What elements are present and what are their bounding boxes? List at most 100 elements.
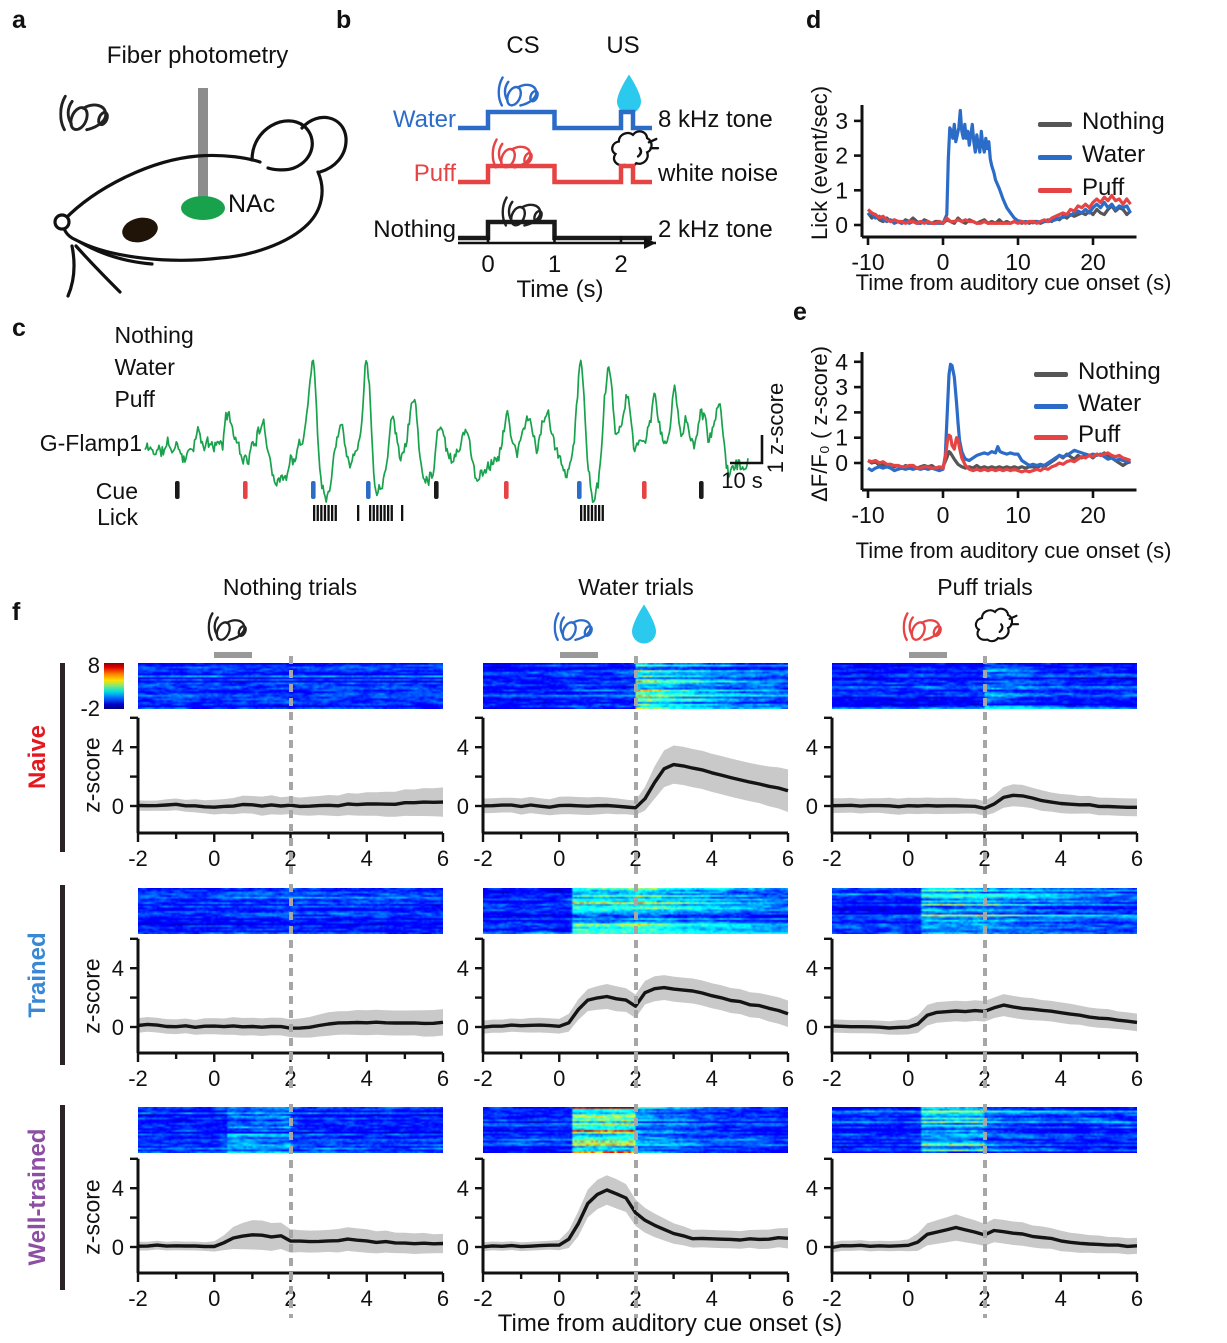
lick-tick <box>587 505 590 521</box>
tick-label: 0 <box>902 1286 914 1311</box>
lick-tick <box>357 505 360 521</box>
stimulus-pulse-water <box>458 109 652 131</box>
series-nothing <box>866 204 1132 225</box>
tick-label: 0 <box>806 1015 818 1040</box>
cue-event-tick <box>366 481 371 499</box>
row-label-nothing: Nothing <box>373 216 456 243</box>
mouse-head-outline <box>53 115 348 298</box>
col-title-nothing: Nothing trials <box>222 574 358 600</box>
nac-target <box>181 196 225 220</box>
panel-e-xlabel: Time from auditory cue onset (s) <box>855 538 1172 563</box>
stimulus-timing-diagram: 0 1 2 <box>458 109 656 278</box>
tick-label: 6 <box>1131 1286 1143 1311</box>
cue-offset-dashed-line <box>982 884 987 1094</box>
tick-label: 1 <box>835 425 848 451</box>
tick-label: 4 <box>806 956 818 981</box>
legend-d-water: Water <box>1038 141 1145 169</box>
lick-tick <box>327 505 330 521</box>
tick-label: 0 <box>902 846 914 871</box>
mouse-eye <box>122 217 158 243</box>
lick-tick <box>372 505 375 521</box>
water-drop-icon <box>629 600 659 648</box>
tick-label: 0 <box>112 1235 124 1260</box>
lick-tick <box>590 505 594 521</box>
lick-tick <box>383 505 386 521</box>
panel-a-letter: a <box>12 6 26 34</box>
speaker-icon <box>902 610 944 648</box>
cs-label: CS <box>506 32 540 59</box>
tick-label: 2 <box>614 251 627 278</box>
tick-label: -10 <box>851 502 884 528</box>
tick-label: -2 <box>822 846 842 871</box>
tick-label: 0 <box>208 846 220 871</box>
tick-label: 0 <box>208 1286 220 1311</box>
lick-tick <box>316 505 319 521</box>
tick-label: 4 <box>112 956 124 981</box>
tick-label: 4 <box>706 846 718 871</box>
tick-label: 0 <box>457 1235 469 1260</box>
tick-label: 0 <box>937 249 950 275</box>
lick-tick <box>390 505 393 521</box>
mean-trace-plot: 40-20246 <box>457 1157 794 1311</box>
panel-f-letter: f <box>12 598 21 626</box>
cue-event-tick <box>243 481 248 499</box>
row-label-trained: Trained <box>24 932 51 1018</box>
tone-label-water: 8 kHz tone <box>658 106 773 133</box>
tick-label: 0 <box>806 1235 818 1260</box>
fiber-optic <box>198 88 208 204</box>
legend-e-puff: Puff <box>1034 421 1120 449</box>
tick-label: 4 <box>1055 846 1067 871</box>
lick-tick <box>320 505 323 521</box>
mean-trace-plot: 40-20246 <box>112 716 449 871</box>
tick-label: 20 <box>1080 249 1106 275</box>
cue-duration-bar <box>909 652 947 658</box>
panel-c-letter: c <box>12 314 26 342</box>
tick-label: 6 <box>437 1066 449 1091</box>
tick-label: 0 <box>457 1015 469 1040</box>
tick-label: -2 <box>128 1066 148 1091</box>
tick-label: -10 <box>851 249 884 275</box>
lick-tick <box>401 505 404 521</box>
gflamp-label: G-Flamp1 <box>39 430 142 456</box>
tick-label: 1 <box>548 251 561 278</box>
tick-label: 0 <box>481 251 494 278</box>
tick-label: 4 <box>706 1066 718 1091</box>
lick-tick <box>598 505 601 521</box>
cue-event-tick <box>434 481 439 499</box>
lick-tick <box>369 505 372 521</box>
tick-label: 1 <box>835 177 848 203</box>
lick-tick <box>331 505 334 521</box>
cue-offset-dashed-line <box>633 656 638 874</box>
timescale-label: 10 s <box>721 468 763 493</box>
tick-label: 4 <box>361 846 373 871</box>
legend-e-water: Water <box>1034 390 1141 418</box>
legend-d-puff: Puff <box>1038 174 1124 202</box>
tick-label: 0 <box>112 794 124 819</box>
cue-event-tick <box>577 481 582 499</box>
mean-trace-plot: 40-20246 <box>806 937 1143 1091</box>
tick-label: 4 <box>361 1066 373 1091</box>
tick-label: 2 <box>835 143 848 169</box>
cue-duration-bar <box>560 652 598 658</box>
lick-tick <box>313 505 316 521</box>
tick-label: 0 <box>902 1066 914 1091</box>
tick-label: 20 <box>1080 502 1106 528</box>
mean-trace-plot: 40-20246 <box>457 937 794 1091</box>
tone-label-puff: white noise <box>658 160 779 187</box>
tick-label: 2 <box>835 399 848 425</box>
speaker-icon <box>553 610 595 648</box>
col-title-water: Water trials <box>578 574 694 600</box>
tick-label: 4 <box>112 1176 124 1201</box>
lick-tick <box>323 505 327 521</box>
col-title-puff: Puff trials <box>937 574 1033 600</box>
tick-label: 0 <box>112 1015 124 1040</box>
cue-offset-dashed-line <box>288 656 293 874</box>
lick-tick <box>334 505 337 521</box>
legend-c-nothing: Nothing <box>95 322 193 349</box>
colorbar-max-label: 8 <box>87 653 100 678</box>
tick-label: -2 <box>822 1066 842 1091</box>
tick-label: 4 <box>1055 1286 1067 1311</box>
